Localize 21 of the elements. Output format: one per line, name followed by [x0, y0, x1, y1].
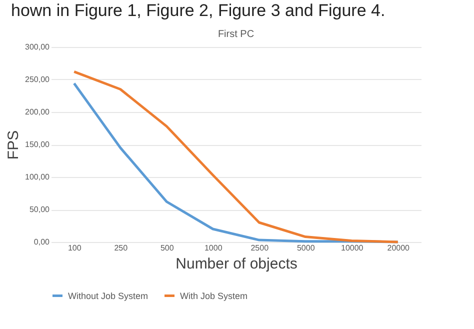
y-axis-title: FPS	[5, 130, 22, 160]
y-tick-label: 0,00	[34, 238, 50, 246]
legend-label: Without Job System	[68, 290, 148, 301]
x-tick-label: 10000	[341, 244, 364, 252]
y-tick-label: 100,00	[25, 172, 50, 182]
y-tick-label: 250,00	[25, 75, 50, 84]
x-tick-label: 20000	[387, 244, 410, 252]
text: hown in Figure 1, Figure 2, Figure 3 and Figure 4.	[11, 1, 386, 20]
x-tick-label: 1000	[204, 244, 223, 252]
y-tick-label: 300,00	[25, 42, 50, 52]
y-tick-label: 150,00	[25, 140, 50, 149]
y-tick-label: 200,00	[25, 108, 50, 116]
x-axis-title: Number of objects	[176, 256, 298, 272]
x-tick-label: 250	[114, 244, 128, 252]
x-tick-label: 100	[68, 244, 82, 252]
x-tick-label: 2500	[250, 244, 270, 252]
x-tick-label: 5000	[296, 244, 316, 252]
x-tick-label: 500	[160, 244, 174, 252]
chart-title: First PC	[218, 29, 254, 40]
y-tick-label: 50,00	[29, 205, 50, 214]
legend-label: With Job System	[180, 290, 248, 301]
